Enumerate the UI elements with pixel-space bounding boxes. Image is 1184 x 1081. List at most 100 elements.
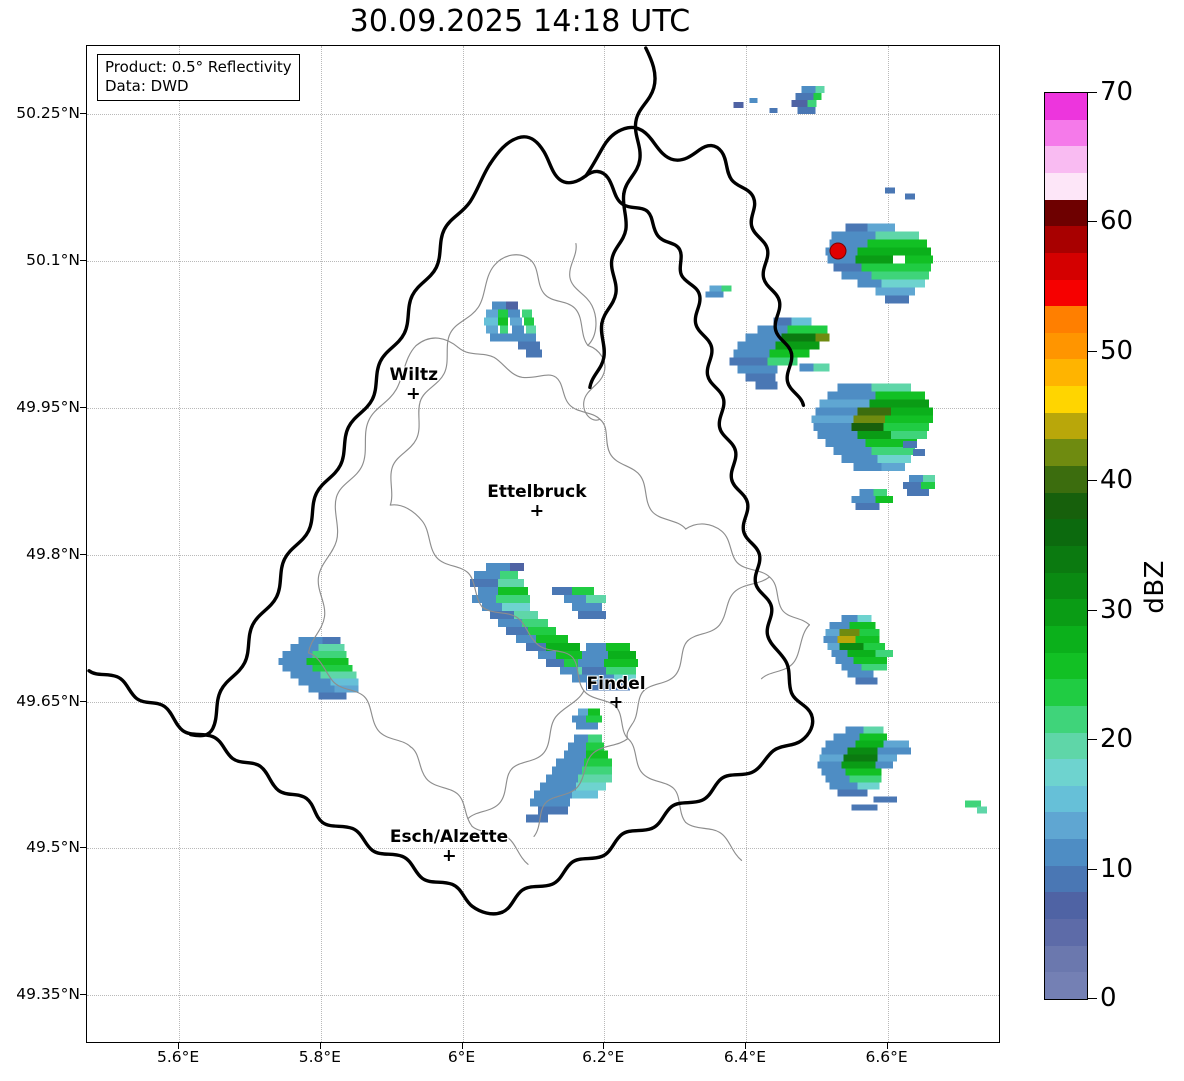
radar-echo-cell [500, 570, 519, 579]
radar-echo-cell [545, 642, 580, 651]
radar-echo-cell [567, 742, 598, 751]
radar-echo-cell [841, 271, 874, 280]
radar-echo-cell [573, 734, 598, 743]
radar-echo-cell [278, 657, 311, 665]
colorbar-tick [1088, 998, 1097, 999]
radar-echo-cell [709, 285, 722, 292]
radar-echo-cell [607, 650, 636, 659]
gridline-lon [462, 46, 464, 1042]
radar-echo-cell [322, 636, 341, 644]
radar-echo-cell [563, 750, 598, 759]
radar-echo-cell [536, 634, 568, 643]
radar-echo-cell [551, 766, 590, 775]
colorbar-band [1045, 599, 1087, 626]
gridline-lat [87, 554, 999, 556]
radar-echo-cell [847, 670, 874, 678]
colorbar-band [1045, 466, 1087, 493]
radar-echo-cell [312, 664, 353, 672]
radar-echo-cell [571, 715, 596, 723]
radar-echo-cell [538, 650, 562, 659]
radar-echo-cell [859, 733, 888, 741]
radar-echo-cell [813, 363, 830, 372]
info-box: Product: 0.5° Reflectivity Data: DWD [97, 54, 300, 102]
radar-echo-cell [841, 663, 866, 671]
radar-echo-cell [781, 333, 822, 342]
map-plot-area[interactable]: Wiltz Ettelbruck Findel Esch/Alzette Produc… [86, 45, 1000, 1043]
radar-echo-cell [857, 247, 932, 256]
radar-echo-cell [835, 656, 858, 664]
radar-echo-cell [571, 790, 598, 799]
radar-echo-cell [881, 279, 926, 288]
colorbar-tick [1088, 92, 1097, 93]
radar-echo-cell [869, 399, 930, 408]
radar-echo-cell [833, 447, 878, 456]
radar-echo-cell [767, 357, 798, 366]
colorbar-band [1045, 865, 1087, 893]
radar-echo-cell [498, 618, 529, 627]
radar-echo-cell [522, 309, 533, 318]
colorbar-band [1045, 199, 1087, 227]
colorbar[interactable] [1044, 92, 1088, 1000]
y-axis-tick-label: 49.5°N [26, 838, 80, 857]
y-axis-tick-label: 49.95°N [16, 398, 80, 417]
gridline-lon [320, 46, 322, 1042]
radar-echo-cell [857, 782, 880, 790]
radar-echo-cell [769, 107, 778, 113]
colorbar-tick-label: 50 [1100, 335, 1134, 366]
radar-echo-cell [589, 674, 620, 683]
radar-echo-cell [522, 618, 548, 627]
radar-echo-cell [885, 187, 896, 194]
radar-echo-cell [827, 642, 844, 650]
colorbar-band [1045, 386, 1087, 413]
radar-echo-cell [534, 790, 578, 799]
radar-echo-cell [298, 678, 333, 686]
colorbar-band [1045, 332, 1087, 360]
radar-echo-cell [587, 734, 602, 743]
info-source: Data: DWD [105, 77, 189, 96]
colorbar-tick [1088, 350, 1097, 352]
page-title: 30.09.2025 14:18 UTC [349, 4, 691, 39]
colorbar-tick [1088, 609, 1097, 611]
radar-echo-cell [540, 782, 580, 791]
x-axis-tick [178, 1043, 180, 1049]
radar-echo-cell [801, 85, 816, 93]
colorbar-band [1045, 945, 1087, 973]
radar-echo-cell [737, 341, 782, 350]
y-axis-tick [80, 407, 86, 409]
colorbar-band [1045, 492, 1087, 520]
radar-echo-cell [831, 231, 878, 240]
radar-echo-cell [819, 754, 850, 762]
radar-echo-cell [745, 373, 776, 382]
radar-echo-cell [861, 263, 932, 272]
colorbar-title: dBZ [1140, 560, 1170, 614]
radar-echo-cell [893, 255, 908, 264]
colorbar-band [1045, 519, 1087, 546]
radar-echo-cell [721, 285, 732, 292]
y-axis-tick-label: 49.65°N [16, 691, 80, 710]
radar-echo-cell [855, 503, 880, 511]
radar-echo-cell [907, 489, 930, 497]
radar-echo-cell [851, 804, 878, 811]
colorbar-band [1045, 226, 1087, 253]
radar-echo-cell [585, 742, 604, 751]
radar-echo-cell [506, 626, 535, 635]
radar-echo-cell [318, 692, 347, 700]
radar-echo-cell [603, 658, 638, 667]
radar-echo-cell [733, 101, 744, 108]
x-axis-tick-label: 5.6°E [156, 1048, 200, 1066]
radar-echo-cell [815, 407, 864, 416]
y-axis-tick-label: 50.25°N [16, 104, 80, 123]
gridline-lat [87, 408, 999, 410]
radar-echo-cell [903, 441, 918, 449]
radar-echo-cell [811, 415, 858, 424]
radar-echo-cell [585, 750, 608, 759]
gridline-lon [604, 46, 606, 1042]
radar-echo-cell [595, 682, 630, 691]
radar-echo-cell [506, 301, 519, 310]
radar-echo-cell [486, 562, 519, 571]
radar-station-marker[interactable] [829, 242, 847, 260]
radar-echo-cell [318, 643, 345, 651]
radar-echo-cell [512, 325, 525, 334]
national-borders-layer [87, 46, 815, 916]
